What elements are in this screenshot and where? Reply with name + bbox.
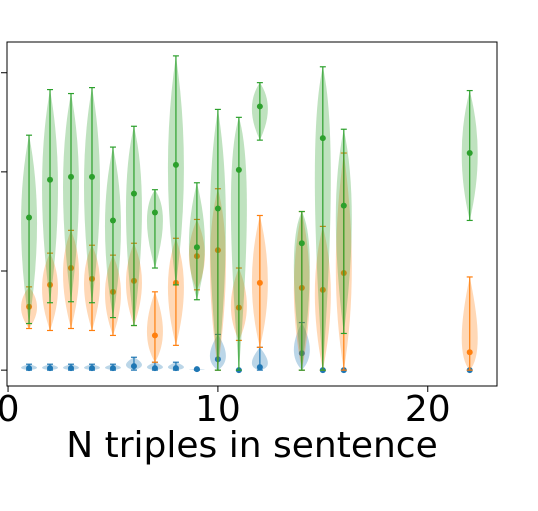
median-dot (109, 217, 116, 224)
median-dot (319, 135, 326, 142)
median-dot (193, 366, 200, 373)
median-dot (26, 214, 33, 221)
median-dot (151, 365, 158, 372)
x-tick-label: 10 (195, 389, 241, 430)
x-tick-label: 20 (405, 389, 451, 430)
median-dot (193, 244, 200, 251)
median-dot (214, 205, 221, 212)
series (21, 321, 473, 374)
median-dot (235, 166, 242, 173)
median-dot (256, 103, 263, 110)
median-dot (47, 176, 54, 183)
median-dot (151, 332, 158, 339)
median-dot (88, 365, 95, 372)
median-dot (130, 363, 137, 370)
median-dot (109, 365, 116, 372)
plot-frame (6, 41, 498, 387)
median-dot (466, 349, 473, 356)
median-dot (68, 173, 75, 180)
median-dot (466, 150, 473, 157)
median-dot (151, 209, 158, 216)
median-dot (172, 365, 179, 372)
median-dot (130, 190, 137, 197)
x-tick-label: 0 (0, 389, 20, 430)
median-dot (47, 365, 54, 372)
median-dot (340, 202, 347, 209)
median-dot (88, 173, 95, 180)
median-dot (256, 279, 263, 286)
series (21, 55, 478, 371)
median-dot (68, 365, 75, 372)
median-dot (172, 161, 179, 168)
x-axis-label: N triples in sentence (66, 425, 438, 466)
median-dot (256, 364, 263, 371)
median-dot (26, 365, 33, 372)
median-dot (298, 240, 305, 247)
